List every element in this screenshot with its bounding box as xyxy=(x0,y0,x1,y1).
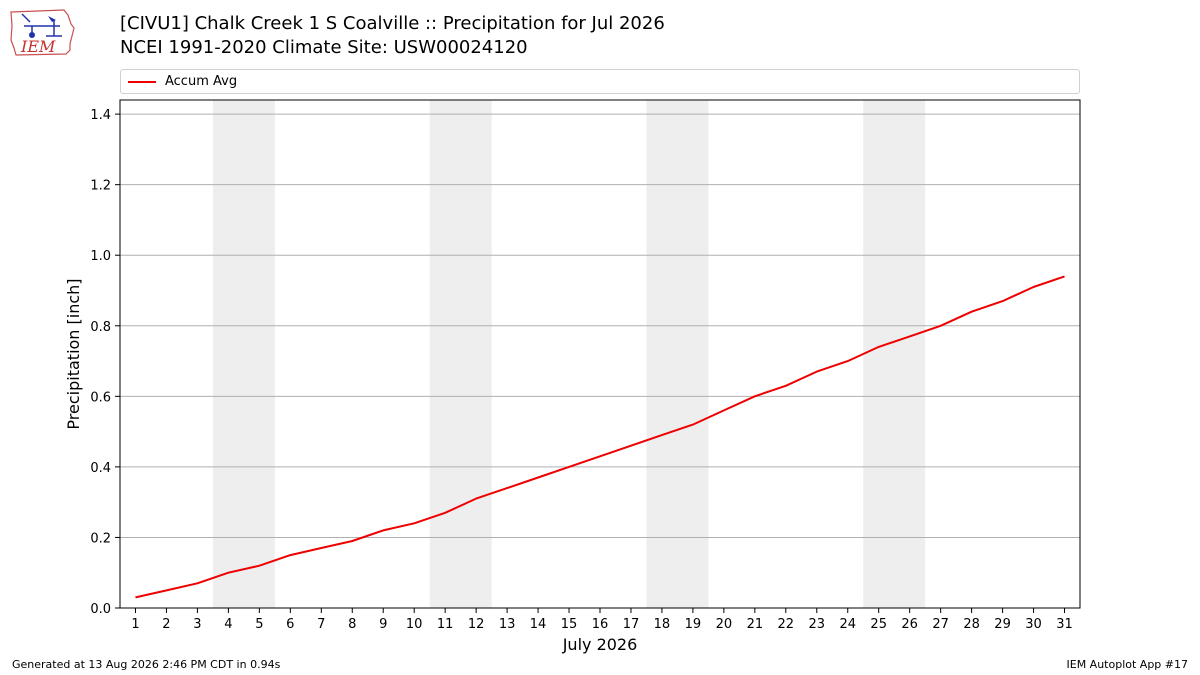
y-tick-label: 0.2 xyxy=(90,531,111,546)
x-tick-label: 4 xyxy=(224,617,232,632)
x-tick-label: 5 xyxy=(255,617,263,632)
footer-generated: Generated at 13 Aug 2026 2:46 PM CDT in … xyxy=(12,658,281,671)
y-tick-label: 0.8 xyxy=(90,320,111,335)
x-tick-label: 18 xyxy=(654,617,671,632)
x-tick-label: 21 xyxy=(747,617,764,632)
weekend-band xyxy=(863,100,926,608)
x-tick-label: 29 xyxy=(994,617,1011,632)
x-tick-label: 30 xyxy=(1025,617,1042,632)
y-tick-label: 0.6 xyxy=(90,390,111,405)
x-tick-label: 22 xyxy=(778,617,795,632)
weekend-band xyxy=(646,100,709,608)
x-tick-label: 19 xyxy=(685,617,702,632)
legend-swatch xyxy=(128,81,156,83)
x-axis-label: July 2026 xyxy=(562,635,638,654)
iem-logo-graphic: IEM xyxy=(10,9,75,56)
weekend-band xyxy=(212,100,275,608)
x-tick-label: 17 xyxy=(623,617,640,632)
x-tick-label: 7 xyxy=(317,617,325,632)
chart-title: [CIVU1] Chalk Creek 1 S Coalville :: Pre… xyxy=(120,13,665,34)
x-tick-label: 12 xyxy=(468,617,485,632)
x-tick-label: 8 xyxy=(348,617,356,632)
y-tick-label: 1.4 xyxy=(90,108,111,123)
x-tick-label: 6 xyxy=(286,617,294,632)
x-tick-label: 28 xyxy=(963,617,980,632)
x-tick-label: 13 xyxy=(499,617,516,632)
x-tick-label: 27 xyxy=(932,617,949,632)
x-tick-label: 15 xyxy=(561,617,578,632)
iem-logo: IEM xyxy=(8,6,80,58)
x-tick-label: 2 xyxy=(162,617,170,632)
y-tick-label: 1.0 xyxy=(90,249,111,264)
x-tick-label: 9 xyxy=(379,617,387,632)
weekend-band xyxy=(429,100,492,608)
x-tick-label: 3 xyxy=(193,617,201,632)
legend-label: Accum Avg xyxy=(165,74,238,89)
y-tick-label: 0.4 xyxy=(90,461,111,476)
x-tick-label: 14 xyxy=(530,617,547,632)
x-tick-label: 11 xyxy=(437,617,454,632)
x-tick-label: 26 xyxy=(901,617,918,632)
chart-subtitle: NCEI 1991-2020 Climate Site: USW00024120 xyxy=(120,37,528,58)
x-tick-label: 25 xyxy=(870,617,887,632)
legend: Accum Avg xyxy=(120,69,1080,94)
x-tick-label: 10 xyxy=(406,617,423,632)
iem-logo-text: IEM xyxy=(20,37,56,56)
x-tick-label: 31 xyxy=(1056,617,1073,632)
x-tick-label: 24 xyxy=(839,617,856,632)
y-tick-label: 0.0 xyxy=(90,602,111,617)
footer-app: IEM Autoplot App #17 xyxy=(1066,658,1189,671)
y-tick-label: 1.2 xyxy=(90,179,111,194)
x-tick-label: 23 xyxy=(809,617,826,632)
x-tick-label: 20 xyxy=(716,617,733,632)
y-axis-label: Precipitation [inch] xyxy=(64,278,83,429)
x-tick-label: 16 xyxy=(592,617,609,632)
x-tick-label: 1 xyxy=(131,617,139,632)
